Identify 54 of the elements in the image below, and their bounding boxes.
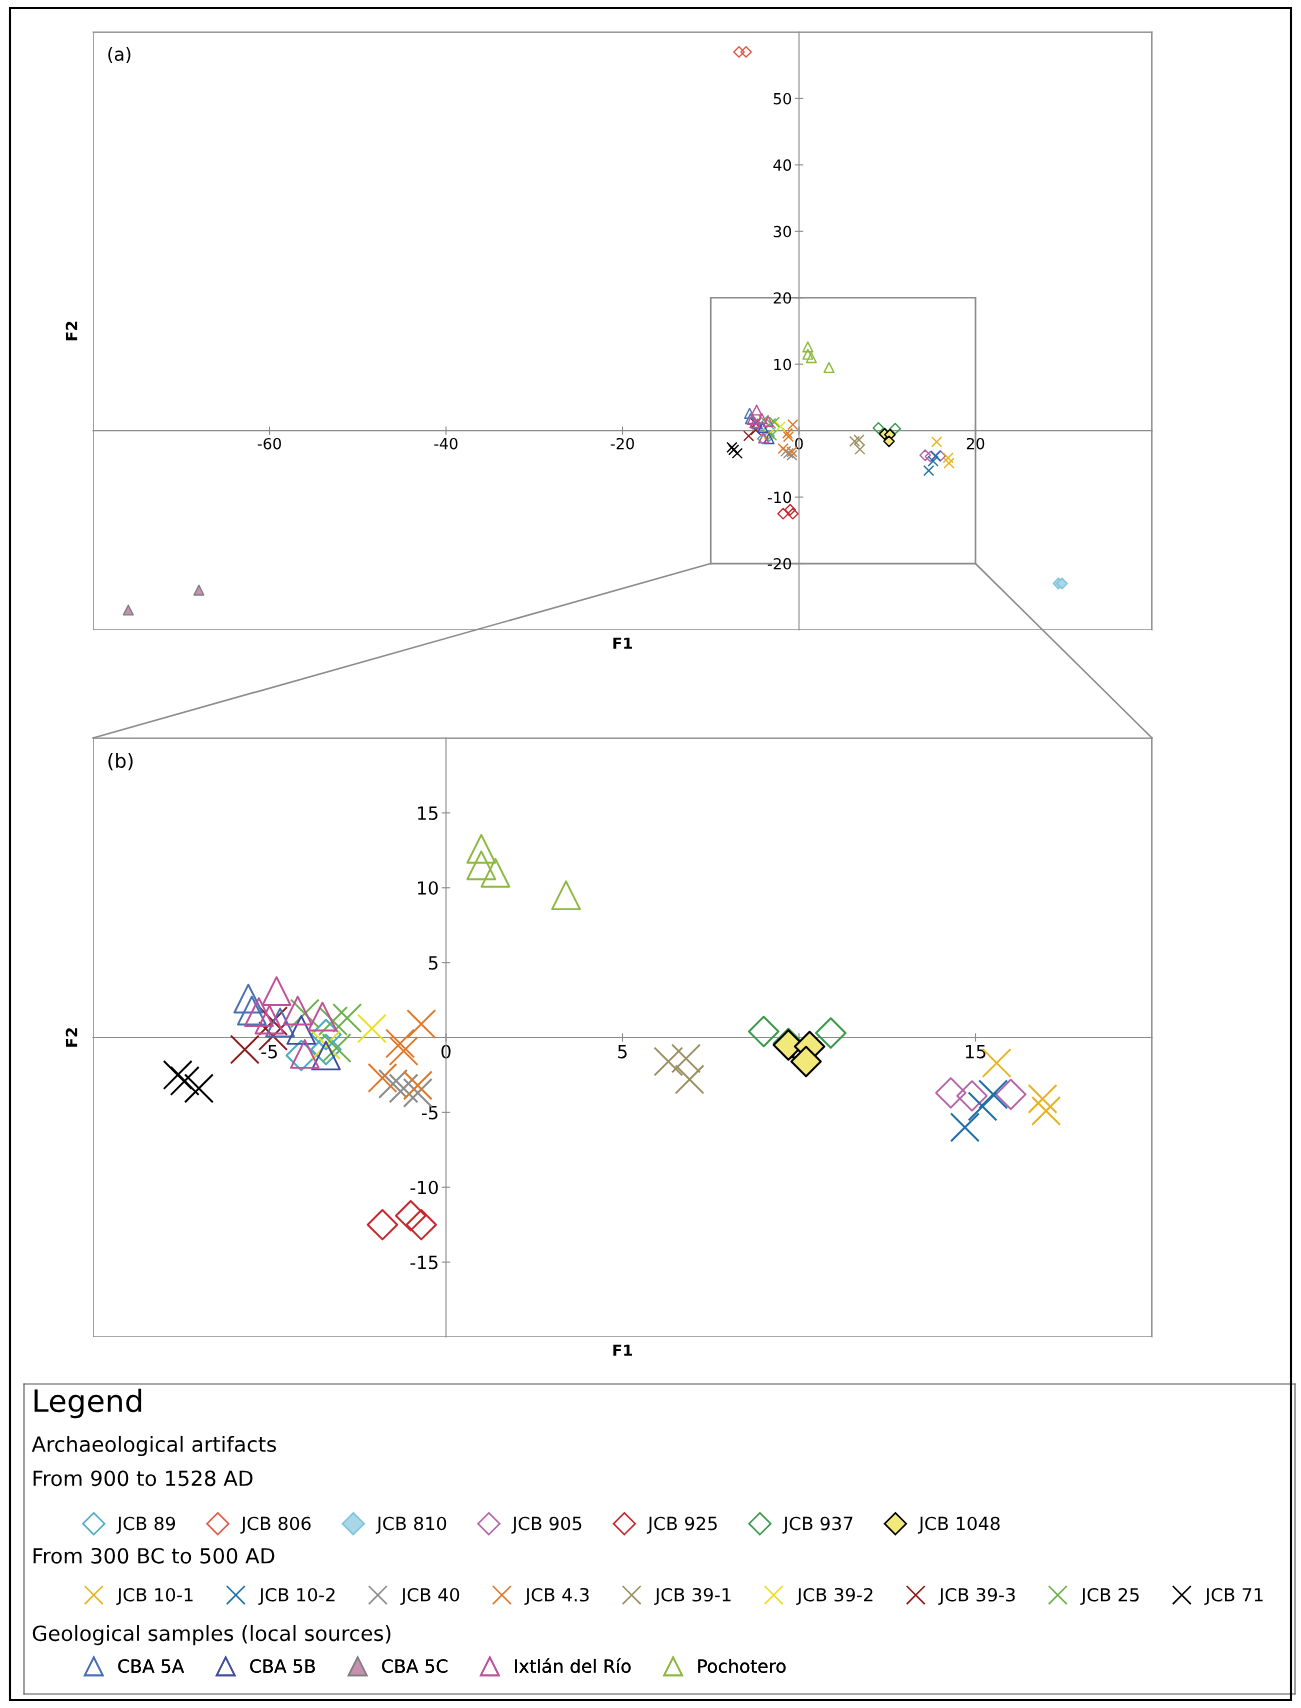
legend-label: JCB 806 xyxy=(240,1516,311,1534)
x-tick-label: 0 xyxy=(795,437,803,450)
legend-label: JCB 89 xyxy=(116,1516,175,1534)
x-axis-title: F1 xyxy=(613,637,632,649)
y-tick-label: -20 xyxy=(767,558,792,570)
y-axis-title: F2 xyxy=(65,1028,78,1047)
y-tick-label: -5 xyxy=(421,1106,438,1120)
y-axis-title: F2 xyxy=(65,321,78,341)
legend-label: JCB 40 xyxy=(400,1587,460,1605)
y-tick-label: 20 xyxy=(773,292,792,304)
legend-label: JCB 1048 xyxy=(917,1516,1000,1534)
legend-label: CBA 5A xyxy=(118,1659,185,1673)
y-tick-label: 50 xyxy=(773,92,792,105)
legend-label: JCB 4.3 xyxy=(524,1587,589,1605)
legend-label: Pochotero xyxy=(698,1658,786,1673)
legend-label: JCB 39-3 xyxy=(938,1587,1015,1605)
legend-label: Ixtlán del Río xyxy=(515,1658,631,1673)
legend-label: JCB 25 xyxy=(1080,1587,1139,1605)
legend-title: Legend xyxy=(34,1388,142,1419)
legend-label: JCB 10-1 xyxy=(116,1587,193,1605)
x-tick-label: 0 xyxy=(441,1044,451,1059)
text: Geological samples (local sources) xyxy=(32,1625,391,1646)
y-tick-label: 40 xyxy=(773,159,792,171)
x-tick-label: 15 xyxy=(966,1045,986,1059)
legend-label: JCB 39-2 xyxy=(796,1587,873,1605)
legend-label: JCB 937 xyxy=(782,1516,853,1534)
x-tick-label: -60 xyxy=(257,437,281,450)
x-tick-label: -20 xyxy=(610,437,634,450)
x-tick-label: 20 xyxy=(966,437,985,450)
y-tick-label: 10 xyxy=(774,358,792,371)
x-tick-label: 5 xyxy=(618,1045,627,1059)
y-tick-label: 10 xyxy=(418,881,438,895)
legend-label: JCB 10-2 xyxy=(258,1587,335,1605)
annotation: (a) xyxy=(108,46,131,64)
y-tick-label: -15 xyxy=(410,1255,438,1270)
text: Archaeological artifacts xyxy=(31,1435,276,1457)
y-tick-label: 5 xyxy=(428,956,438,970)
legend-label: JCB 905 xyxy=(511,1516,582,1534)
x-axis-title: F1 xyxy=(613,1344,632,1356)
y-tick-label: 30 xyxy=(773,225,792,238)
y-tick-label: -10 xyxy=(767,491,792,504)
legend-label: JCB 810 xyxy=(375,1516,447,1534)
legend-label: CBA 5C xyxy=(382,1659,448,1673)
legend-label: JCB 71 xyxy=(1204,1587,1263,1605)
text: From 300 BC to 500 AD xyxy=(33,1547,275,1564)
legend-label: JCB 925 xyxy=(646,1516,717,1534)
y-tick-label: 15 xyxy=(418,806,438,820)
x-tick-label: -40 xyxy=(434,437,458,450)
x-tick-label: -5 xyxy=(261,1045,277,1059)
annotation: (b) xyxy=(108,752,133,771)
legend-label: CBA 5B xyxy=(250,1659,315,1673)
legend-label: JCB 39-1 xyxy=(654,1587,731,1605)
y-tick-label: -10 xyxy=(410,1180,438,1195)
text: From 900 to 1528 AD xyxy=(33,1470,253,1487)
